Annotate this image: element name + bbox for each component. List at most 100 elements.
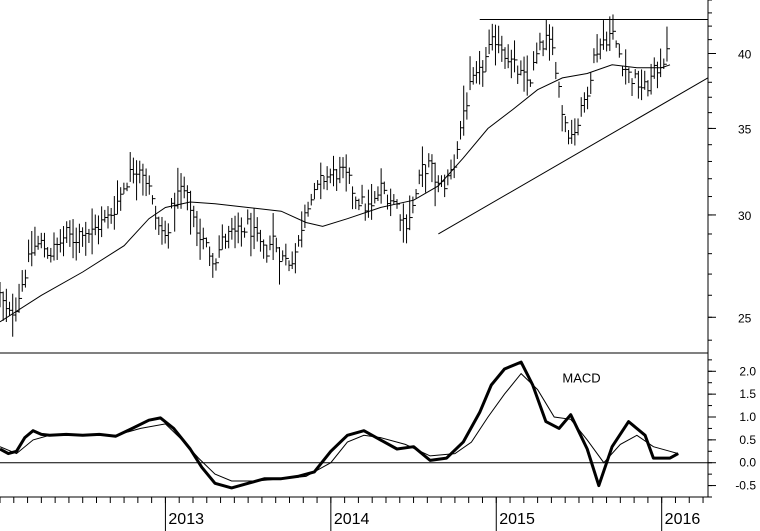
price-bar (533, 51, 537, 71)
price-bar (298, 235, 302, 247)
price-bar (520, 60, 524, 76)
year-label: 2013 (168, 511, 204, 528)
price-bar (615, 40, 620, 48)
price-tick-label: 35 (738, 122, 752, 136)
price-bar (587, 86, 591, 110)
price-panel: 25 30 35 40 (0, 0, 752, 341)
price-bar (202, 227, 207, 250)
price-bar (294, 243, 299, 274)
price-bar (240, 217, 245, 247)
price-bar (228, 225, 232, 249)
price-bar (244, 227, 248, 238)
price-bar (326, 166, 331, 191)
price-bar (37, 235, 42, 250)
price-bar (374, 191, 378, 204)
trend-lines (438, 18, 709, 235)
price-bar (56, 237, 61, 260)
price-bar (85, 221, 89, 256)
price-bar (364, 203, 369, 221)
price-bar (380, 168, 385, 204)
price-bar (663, 58, 667, 70)
price-bar (386, 194, 391, 210)
time-axis: 2013 2014 2015 2016 (0, 497, 704, 531)
price-bar (164, 220, 169, 244)
price-bar (650, 63, 655, 95)
price-bar (606, 31, 610, 52)
macd-tick-label: 0.0 (739, 456, 756, 470)
price-bar (113, 196, 118, 230)
price-bar (596, 34, 601, 63)
price-bar (358, 198, 362, 211)
year-label: 2016 (665, 511, 701, 528)
price-bar (529, 79, 534, 87)
price-bar (618, 43, 623, 58)
price-bar (21, 270, 26, 292)
price-bar (555, 61, 559, 80)
price-bar (536, 42, 540, 64)
price-bar (352, 186, 356, 210)
price-bar (24, 269, 29, 288)
price-bar (552, 26, 556, 56)
price-bar (406, 214, 410, 244)
price-bar (415, 189, 420, 199)
price-bar (504, 47, 508, 69)
price-bar (205, 237, 210, 248)
price-bar (282, 250, 286, 261)
price-bar (18, 283, 23, 313)
price-bar (329, 168, 334, 184)
price-bar (97, 215, 102, 245)
price-bar (647, 80, 651, 97)
price-bar (539, 32, 543, 51)
macd-annotation: MACD (562, 371, 600, 386)
price-bar (43, 232, 48, 258)
price-bar (631, 78, 636, 96)
price-bar (342, 157, 347, 179)
price-bar (317, 180, 321, 190)
price-bar (158, 216, 162, 236)
price-bar (53, 232, 57, 261)
macd-tick-label: 0.5 (739, 433, 756, 447)
price-bar (390, 188, 394, 217)
price-bar (288, 260, 293, 272)
price-bar (250, 212, 254, 257)
price-bar (355, 196, 359, 210)
price-bar (107, 206, 111, 229)
price-bar (574, 118, 578, 146)
price-bar (602, 20, 607, 50)
price-bar (278, 247, 283, 285)
price-bar (485, 47, 489, 72)
price-bar (336, 168, 340, 191)
price-bar (28, 239, 32, 263)
trend-line (438, 77, 709, 235)
chart-frame (0, 0, 709, 498)
price-bar (145, 168, 150, 197)
price-bar (583, 92, 588, 113)
price-bar (155, 205, 159, 230)
price-bar (421, 146, 426, 188)
price-bar (498, 25, 502, 54)
price-bar (218, 235, 223, 258)
price-bar (644, 70, 648, 90)
price-bar (628, 67, 632, 84)
price-bar (101, 206, 105, 238)
price-bar (348, 167, 353, 184)
price-bar (517, 65, 521, 84)
price-bar (479, 50, 483, 85)
price-bar (139, 160, 143, 184)
price-bar (75, 227, 80, 261)
price-bar (212, 253, 216, 278)
price-bar (526, 55, 531, 96)
price-bar (129, 152, 134, 182)
price-bar (425, 164, 429, 193)
price-bar (225, 233, 229, 249)
price-bar (91, 208, 96, 255)
price-bar (625, 49, 629, 85)
price-bar (269, 235, 273, 251)
price-bar (475, 61, 480, 84)
price-bar (186, 185, 191, 211)
price-tick-label: 25 (738, 311, 752, 325)
price-bar (174, 192, 178, 232)
price-bar (256, 217, 261, 242)
price-bar (456, 141, 461, 159)
price-bar (622, 65, 626, 77)
